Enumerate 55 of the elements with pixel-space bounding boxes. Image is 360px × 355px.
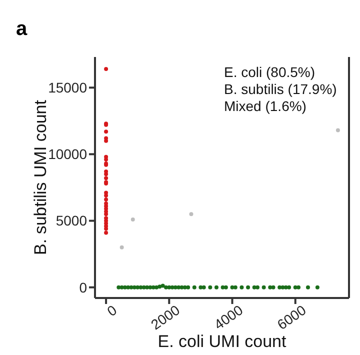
point [280, 285, 285, 290]
point [198, 285, 203, 290]
point [104, 230, 108, 235]
point [278, 285, 282, 290]
point [306, 285, 310, 290]
point [148, 285, 152, 290]
point [104, 158, 108, 162]
point [246, 285, 250, 290]
point [224, 285, 228, 290]
point [154, 285, 159, 290]
point [167, 285, 172, 290]
y-tick-label: 15000 [48, 80, 88, 96]
point [126, 285, 130, 290]
point [120, 245, 124, 250]
x-tick-label: 0 [104, 302, 120, 320]
y-tick-label: 5000 [56, 212, 88, 229]
y-tick-label: 0 [79, 279, 88, 296]
y-axis-title: B. subtilis UMI count [31, 100, 50, 255]
point [287, 285, 292, 290]
point [158, 284, 162, 289]
point [189, 212, 194, 216]
point [104, 172, 108, 176]
y-tick-label: 10000 [48, 146, 88, 162]
x-tick-label: 6000 [274, 302, 310, 333]
x-tick-label: 4000 [211, 302, 246, 333]
point [296, 285, 301, 290]
point [145, 285, 150, 290]
point [104, 212, 108, 216]
point [336, 128, 340, 132]
point [255, 285, 260, 290]
annotation: B. subtilis (17.9%) [224, 81, 337, 98]
point [268, 285, 272, 290]
point [104, 226, 108, 231]
annotation: E. coli (80.5%) [224, 64, 316, 81]
point [130, 217, 135, 222]
point [104, 197, 108, 202]
point [214, 285, 218, 290]
chart-title: a [16, 18, 28, 41]
point [104, 66, 108, 71]
point [186, 285, 190, 290]
point [136, 285, 140, 290]
point [176, 285, 181, 290]
point [240, 285, 244, 290]
point [262, 285, 266, 290]
point [315, 285, 320, 290]
point [192, 285, 196, 290]
point [104, 130, 108, 134]
x-axis-title: E. coli UMI count [158, 332, 287, 352]
annotation: Mixed (1.6%) [224, 98, 308, 115]
point [208, 285, 212, 290]
point [104, 176, 108, 180]
point [271, 285, 276, 290]
point [116, 285, 121, 290]
point [233, 285, 238, 290]
point [202, 285, 206, 290]
